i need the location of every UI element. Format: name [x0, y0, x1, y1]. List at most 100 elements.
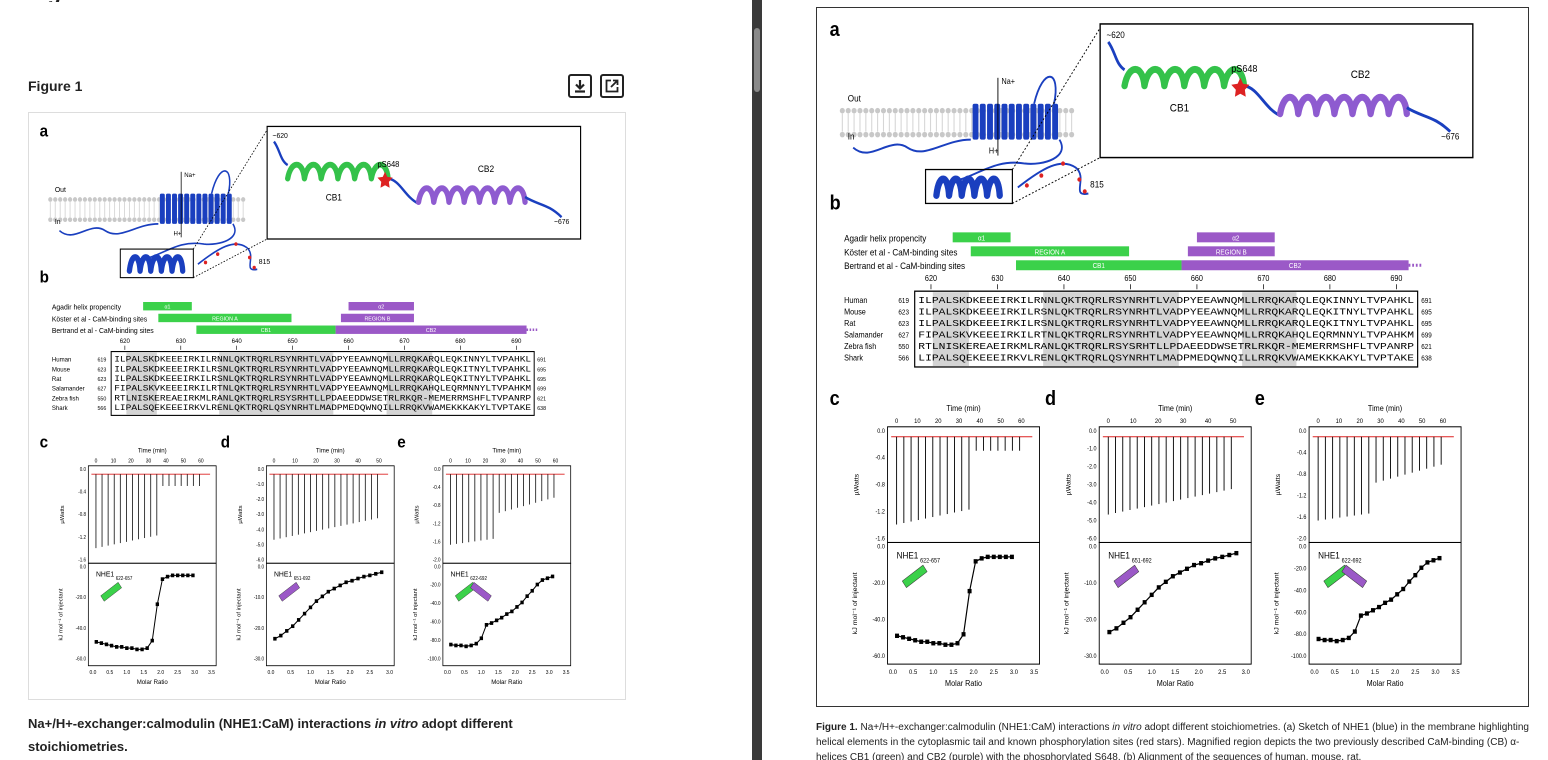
sequence-start: 619 [97, 357, 106, 363]
upper-tick-label: -5.0 [1087, 518, 1096, 524]
lipid-head [875, 107, 881, 114]
out-label: Out [848, 93, 862, 103]
construct-label: NHE1 [450, 569, 468, 578]
isotherm-data-point [1199, 561, 1204, 566]
lower-tick-label: -60.0 [872, 654, 884, 660]
lipid-head [892, 131, 898, 138]
lipid-head [147, 217, 152, 223]
ruler-tick-label: 690 [511, 338, 522, 345]
lipid-head [886, 107, 892, 114]
phospho-site-star [1039, 173, 1044, 178]
magnified-region: ~620 ~676 pS648 CB1 CB2 [266, 125, 582, 240]
construct-range: 622-692 [1342, 558, 1362, 564]
sequence-end: 699 [537, 386, 546, 392]
isotherm-fit-line [274, 571, 382, 640]
track-bar [335, 325, 527, 334]
track-bar [196, 325, 336, 334]
lipid-head [927, 131, 934, 138]
x-tick-label: 3.5 [563, 670, 570, 676]
isotherm-data-point [1413, 572, 1418, 578]
isotherm-data-point [967, 588, 972, 594]
species-name: Salamander [844, 330, 883, 339]
ruler-tick-label: 620 [120, 338, 131, 345]
lipid-head [147, 197, 152, 202]
sequence-end: 691 [1421, 298, 1432, 305]
c-terminal-linker [524, 195, 563, 219]
magnified-box [266, 125, 582, 240]
transmembrane-domain [159, 170, 232, 224]
time-tick-label: 0 [1107, 418, 1111, 425]
scrollbar-thumb[interactable] [754, 28, 760, 92]
x-tick-label: 2.0 [1195, 669, 1204, 676]
lower-y-label: kJ mol⁻¹ of injectant [1064, 572, 1071, 634]
lipid-head [939, 107, 945, 114]
lower-tick-label: -100.0 [428, 656, 441, 662]
upper-tick-label: -6.0 [256, 557, 264, 563]
lower-tick-label: -40.0 [430, 601, 441, 607]
panel-label-e: e [397, 433, 406, 452]
isotherm-fit-line [1109, 552, 1237, 633]
sequence-start: 550 [97, 396, 106, 402]
lipid-head [82, 217, 88, 223]
thermogram-plot [87, 465, 217, 564]
time-tick-label: 20 [483, 458, 489, 464]
lipid-head [142, 197, 147, 202]
sequence-row: ILPALSKDKEEEIRKILRNNLQKTRQRLRSYNRHTLVADP… [918, 295, 1414, 307]
open-in-new-window-button[interactable] [600, 74, 624, 98]
lipid-head [77, 197, 83, 202]
isotherm-data-point [1407, 579, 1412, 584]
panel-label-e: e [1255, 388, 1265, 410]
figure-thumbnail[interactable]: a b c d e Out In Na+ H+ 815 ~620 ~676 pS648 CB1 CB2 Aga… [28, 112, 626, 700]
isotherm-data-point [505, 612, 509, 616]
time-tick-label: 50 [535, 458, 541, 464]
lower-tick-label: -20.0 [1084, 617, 1096, 623]
tm-helix [178, 193, 184, 224]
zoom-region-box [119, 248, 194, 279]
pane-divider[interactable] [752, 0, 762, 760]
x-tick-label: 2.0 [512, 670, 519, 676]
isotherm-data-point [1009, 554, 1014, 560]
species-name: Zebra fish [844, 342, 876, 351]
lipid-head [857, 107, 863, 114]
upper-tick-label: -1.6 [78, 557, 86, 563]
time-tick-label: 10 [465, 458, 471, 464]
time-tick-label: 0 [1317, 418, 1321, 425]
time-tick-label: 10 [1336, 418, 1343, 425]
x-tick-label: 0.0 [268, 670, 275, 676]
track-bar-label: REGION B [1216, 249, 1247, 256]
track-label: Bertrand et al - CaM-binding sites [52, 326, 154, 335]
time-axis-label: Time (min) [138, 447, 167, 454]
upper-tick-label: -0.8 [78, 512, 86, 518]
tm-helix [184, 193, 190, 224]
download-button[interactable] [568, 74, 592, 98]
ruler-tick-label: 680 [455, 338, 466, 345]
isotherm-data-point [170, 573, 175, 578]
time-tick-label: 20 [313, 458, 319, 464]
isotherm-data-point [540, 578, 545, 582]
lipid-head [231, 197, 236, 202]
lipid-head [48, 197, 53, 202]
phospho-site-star [247, 255, 252, 260]
isotherm-data-point [1364, 611, 1369, 616]
isotherm-data-point [332, 586, 336, 591]
track-bar-label: REGION A [212, 316, 238, 322]
sequence-start: 627 [97, 386, 106, 392]
isotherm-fit-line [450, 575, 553, 647]
figure-full: a b c d e Out In Na+ H+ 815 ~620 ~676 pS648 CB1 CB2 Aga… [816, 7, 1529, 707]
lipid-head [63, 197, 68, 202]
time-tick-label: 20 [1356, 418, 1363, 425]
lipid-head [939, 131, 945, 138]
thermogram-plot [1098, 426, 1252, 543]
time-tick-label: 10 [1130, 418, 1137, 425]
time-tick-label: 20 [935, 418, 942, 425]
x-tick-label: 2.5 [529, 670, 536, 676]
sequence-start: 566 [97, 406, 106, 412]
helix-tracks: Agadir helix propencity α1 α2 Köster et al … [52, 302, 538, 335]
upper-tick-label: -5.0 [256, 542, 264, 548]
isotherm-data-point [181, 573, 185, 578]
time-tick-label: 50 [1419, 418, 1426, 425]
isotherm-data-point [326, 589, 330, 594]
lipid-head [107, 217, 112, 223]
itc-panel-c: Time (min) 0 10 20 30 40 50 60 0.0 -0.4 -0.8 -1.2 -1… [59, 447, 217, 686]
zoom-line-top [193, 129, 268, 250]
